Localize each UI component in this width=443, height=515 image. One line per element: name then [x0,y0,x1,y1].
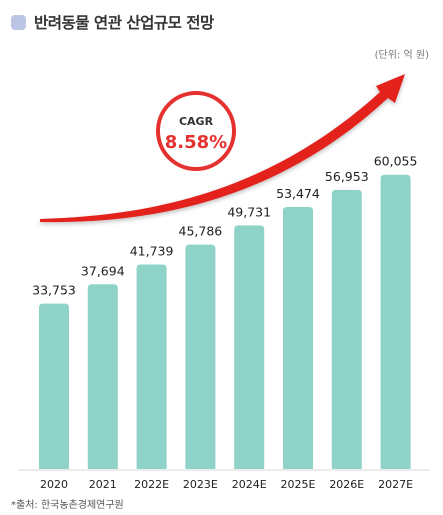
value-label-2023E: 45,786 [179,224,223,239]
x-tick-2027E: 2027E [378,478,413,491]
x-tick-2020: 2020 [40,478,68,491]
bars-group [39,174,411,469]
x-tick-2024E: 2024E [232,478,267,491]
x-tick-2025E: 2025E [281,478,316,491]
bar-2025E [283,206,313,469]
x-tick-2023E: 2023E [183,478,218,491]
unit-label: (단위: 억 원) [374,50,429,61]
value-label-2026E: 56,953 [325,169,369,184]
value-label-2025E: 53,474 [276,186,320,201]
cagr-label: CAGR [179,115,214,128]
x-tick-2021: 2021 [89,478,117,491]
growth-arrow [40,74,405,223]
x-tick-2026E: 2026E [329,478,364,491]
value-label-2024E: 49,731 [227,204,271,219]
cagr-badge: CAGR 8.58% [156,91,236,171]
bar-2021 [87,284,118,469]
value-label-2027E: 60,055 [374,154,418,169]
bar-2022E [136,264,167,469]
chart-title-row: 반려동물 연관 산업규모 전망 [11,11,214,33]
source-note: *출처: 한국농촌경제연구원 [11,500,124,511]
bar-2026E [331,189,362,469]
bar-2023E [185,244,216,469]
title-marker [11,14,26,30]
chart-title: 반려동물 연관 산업규모 전망 [34,14,214,32]
value-label-2020: 33,753 [32,283,76,298]
bar-2024E [234,225,265,469]
value-label-2022E: 41,739 [130,243,174,258]
cagr-value: 8.58% [165,132,227,153]
value-label-2021: 37,694 [81,263,125,278]
x-tick-labels-group: 2020 2021 2022E 2023E 2024E 2025E 2026E 2027E [40,478,413,491]
bar-2027E [380,174,411,469]
cagr-circle [156,91,236,171]
value-labels-group: 33,753 37,694 41,739 45,786 49,731 53,474 56,9… [32,154,417,298]
bar-2020 [39,303,69,469]
x-tick-2022E: 2022E [134,478,169,491]
